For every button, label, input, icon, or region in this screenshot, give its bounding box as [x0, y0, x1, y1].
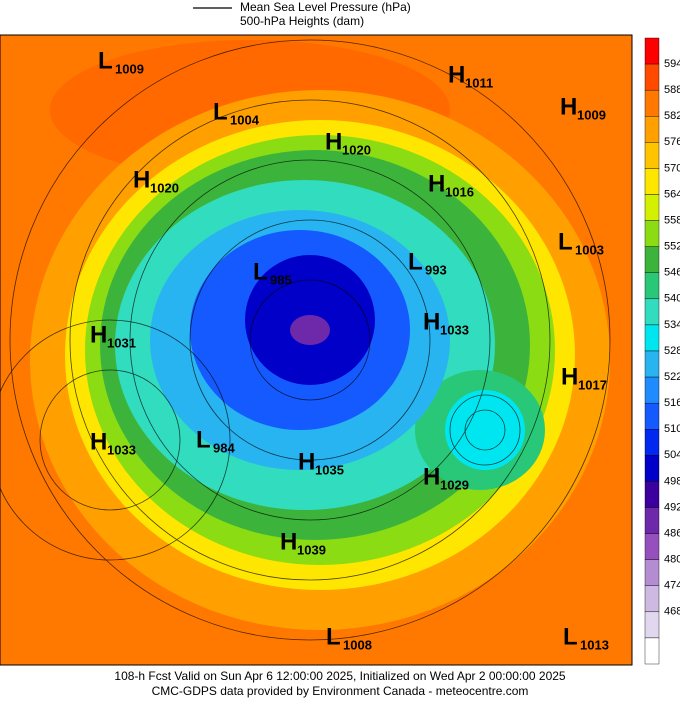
- colorbar-label: 546: [664, 267, 680, 279]
- center-letter: H: [90, 321, 107, 348]
- colorbar-label: 576: [664, 136, 680, 148]
- center-letter: H: [561, 363, 578, 390]
- colorbar: 594 588 582 576 570 564 558 552 546 540 534 528 522 5…: [644, 37, 680, 665]
- center-value: 1016: [445, 184, 474, 199]
- center-letter: H: [298, 448, 315, 475]
- map: [0, 35, 632, 665]
- colorbar-label: 558: [664, 214, 680, 226]
- colorbar-label: 588: [664, 84, 680, 96]
- colorbar-label: 492: [664, 501, 680, 513]
- center-letter: H: [133, 166, 150, 193]
- colorbar-box: [644, 350, 660, 378]
- colorbar-box: [644, 298, 660, 326]
- colorbar-box: [644, 533, 660, 560]
- colorbar-box: [644, 429, 660, 456]
- colorbar-box: [644, 402, 660, 430]
- colorbar-box: [644, 611, 660, 639]
- center-letter: L: [408, 248, 423, 275]
- colorbar-box: [644, 194, 660, 221]
- colorbar-box: [644, 142, 660, 169]
- center-value: 1033: [107, 442, 136, 457]
- footer-line: CMC-GDPS data provided by Environment Ca…: [152, 684, 529, 698]
- colorbar-box: [644, 585, 660, 613]
- center-value: 984: [213, 440, 235, 455]
- center-value: 1029: [440, 477, 469, 492]
- colorbar-box: [644, 168, 660, 195]
- colorbar-box: [644, 89, 660, 117]
- center-value: 985: [270, 272, 292, 287]
- legend-item: Mean Sea Level Pressure (hPa): [240, 0, 411, 14]
- center-letter: L: [213, 98, 228, 125]
- center-value: 1003: [575, 242, 604, 257]
- center-value: 1031: [107, 335, 136, 350]
- colorbar-label: 498: [664, 475, 680, 487]
- center-value: 1017: [578, 377, 607, 392]
- colorbar-label: 564: [664, 188, 680, 200]
- center-value: 1013: [580, 637, 609, 652]
- colorbar-label: 510: [664, 423, 680, 435]
- center-letter: H: [325, 128, 342, 155]
- colorbar-label: 582: [664, 110, 680, 122]
- center-letter: H: [423, 463, 440, 490]
- center-letter: L: [98, 47, 113, 74]
- map-frame: [0, 34, 633, 666]
- colorbar-box: [644, 481, 660, 508]
- colorbar-box: [644, 116, 660, 143]
- colorbar-label: 570: [664, 162, 680, 174]
- colorbar-label: 540: [664, 293, 680, 305]
- colorbar-box: [644, 63, 660, 91]
- center-value: 1035: [315, 462, 344, 477]
- center-letter: H: [448, 61, 465, 88]
- colorbar-label: 528: [664, 345, 680, 357]
- center-value: 1020: [150, 180, 179, 195]
- center-letter: L: [196, 426, 211, 453]
- center-value: 1033: [440, 322, 469, 337]
- colorbar-label: 522: [664, 371, 680, 383]
- center-value: 1009: [115, 61, 144, 76]
- center-value: 1011: [465, 75, 493, 90]
- colorbar-box: [644, 559, 660, 586]
- colorbar-box: [644, 324, 660, 352]
- colorbar-label: 486: [664, 527, 680, 539]
- colorbar-label: 594: [664, 58, 680, 70]
- colorbar-box: [644, 220, 660, 247]
- colorbar-box: [644, 507, 660, 534]
- center-value: 1008: [343, 637, 372, 652]
- center-value: 1020: [342, 142, 371, 157]
- center-letter: H: [280, 528, 297, 555]
- colorbar-box: [644, 376, 660, 404]
- colorbar-label: 474: [664, 580, 680, 592]
- center-letter: L: [253, 258, 268, 285]
- center-letter: L: [326, 623, 341, 650]
- colorbar-label: 480: [664, 554, 680, 566]
- colorbar-box: [644, 637, 660, 665]
- colorbar-label: 516: [664, 397, 680, 409]
- colorbar-label: 504: [664, 449, 680, 461]
- center-value: 1039: [297, 542, 326, 557]
- footer-line: 108-h Fcst Valid on Sun Apr 6 12:00:00 2…: [114, 669, 566, 683]
- center-value: 1004: [230, 112, 260, 127]
- center-letter: H: [423, 308, 440, 335]
- center-value: 1009: [577, 107, 606, 122]
- colorbar-box: [644, 455, 660, 482]
- center-value: 993: [425, 262, 447, 277]
- center-letter: H: [90, 428, 107, 455]
- colorbar-label: 552: [664, 241, 680, 253]
- colorbar-box: [644, 272, 660, 300]
- colorbar-box: [644, 246, 660, 273]
- legend-item: 500-hPa Heights (dam): [240, 14, 364, 28]
- colorbar-box: [644, 37, 660, 65]
- center-letter: L: [558, 228, 573, 255]
- colorbar-label: 534: [664, 319, 680, 331]
- center-letter: L: [563, 623, 578, 650]
- center-letter: H: [428, 170, 445, 197]
- colorbar-label: 468: [664, 606, 680, 618]
- center-letter: H: [560, 93, 577, 120]
